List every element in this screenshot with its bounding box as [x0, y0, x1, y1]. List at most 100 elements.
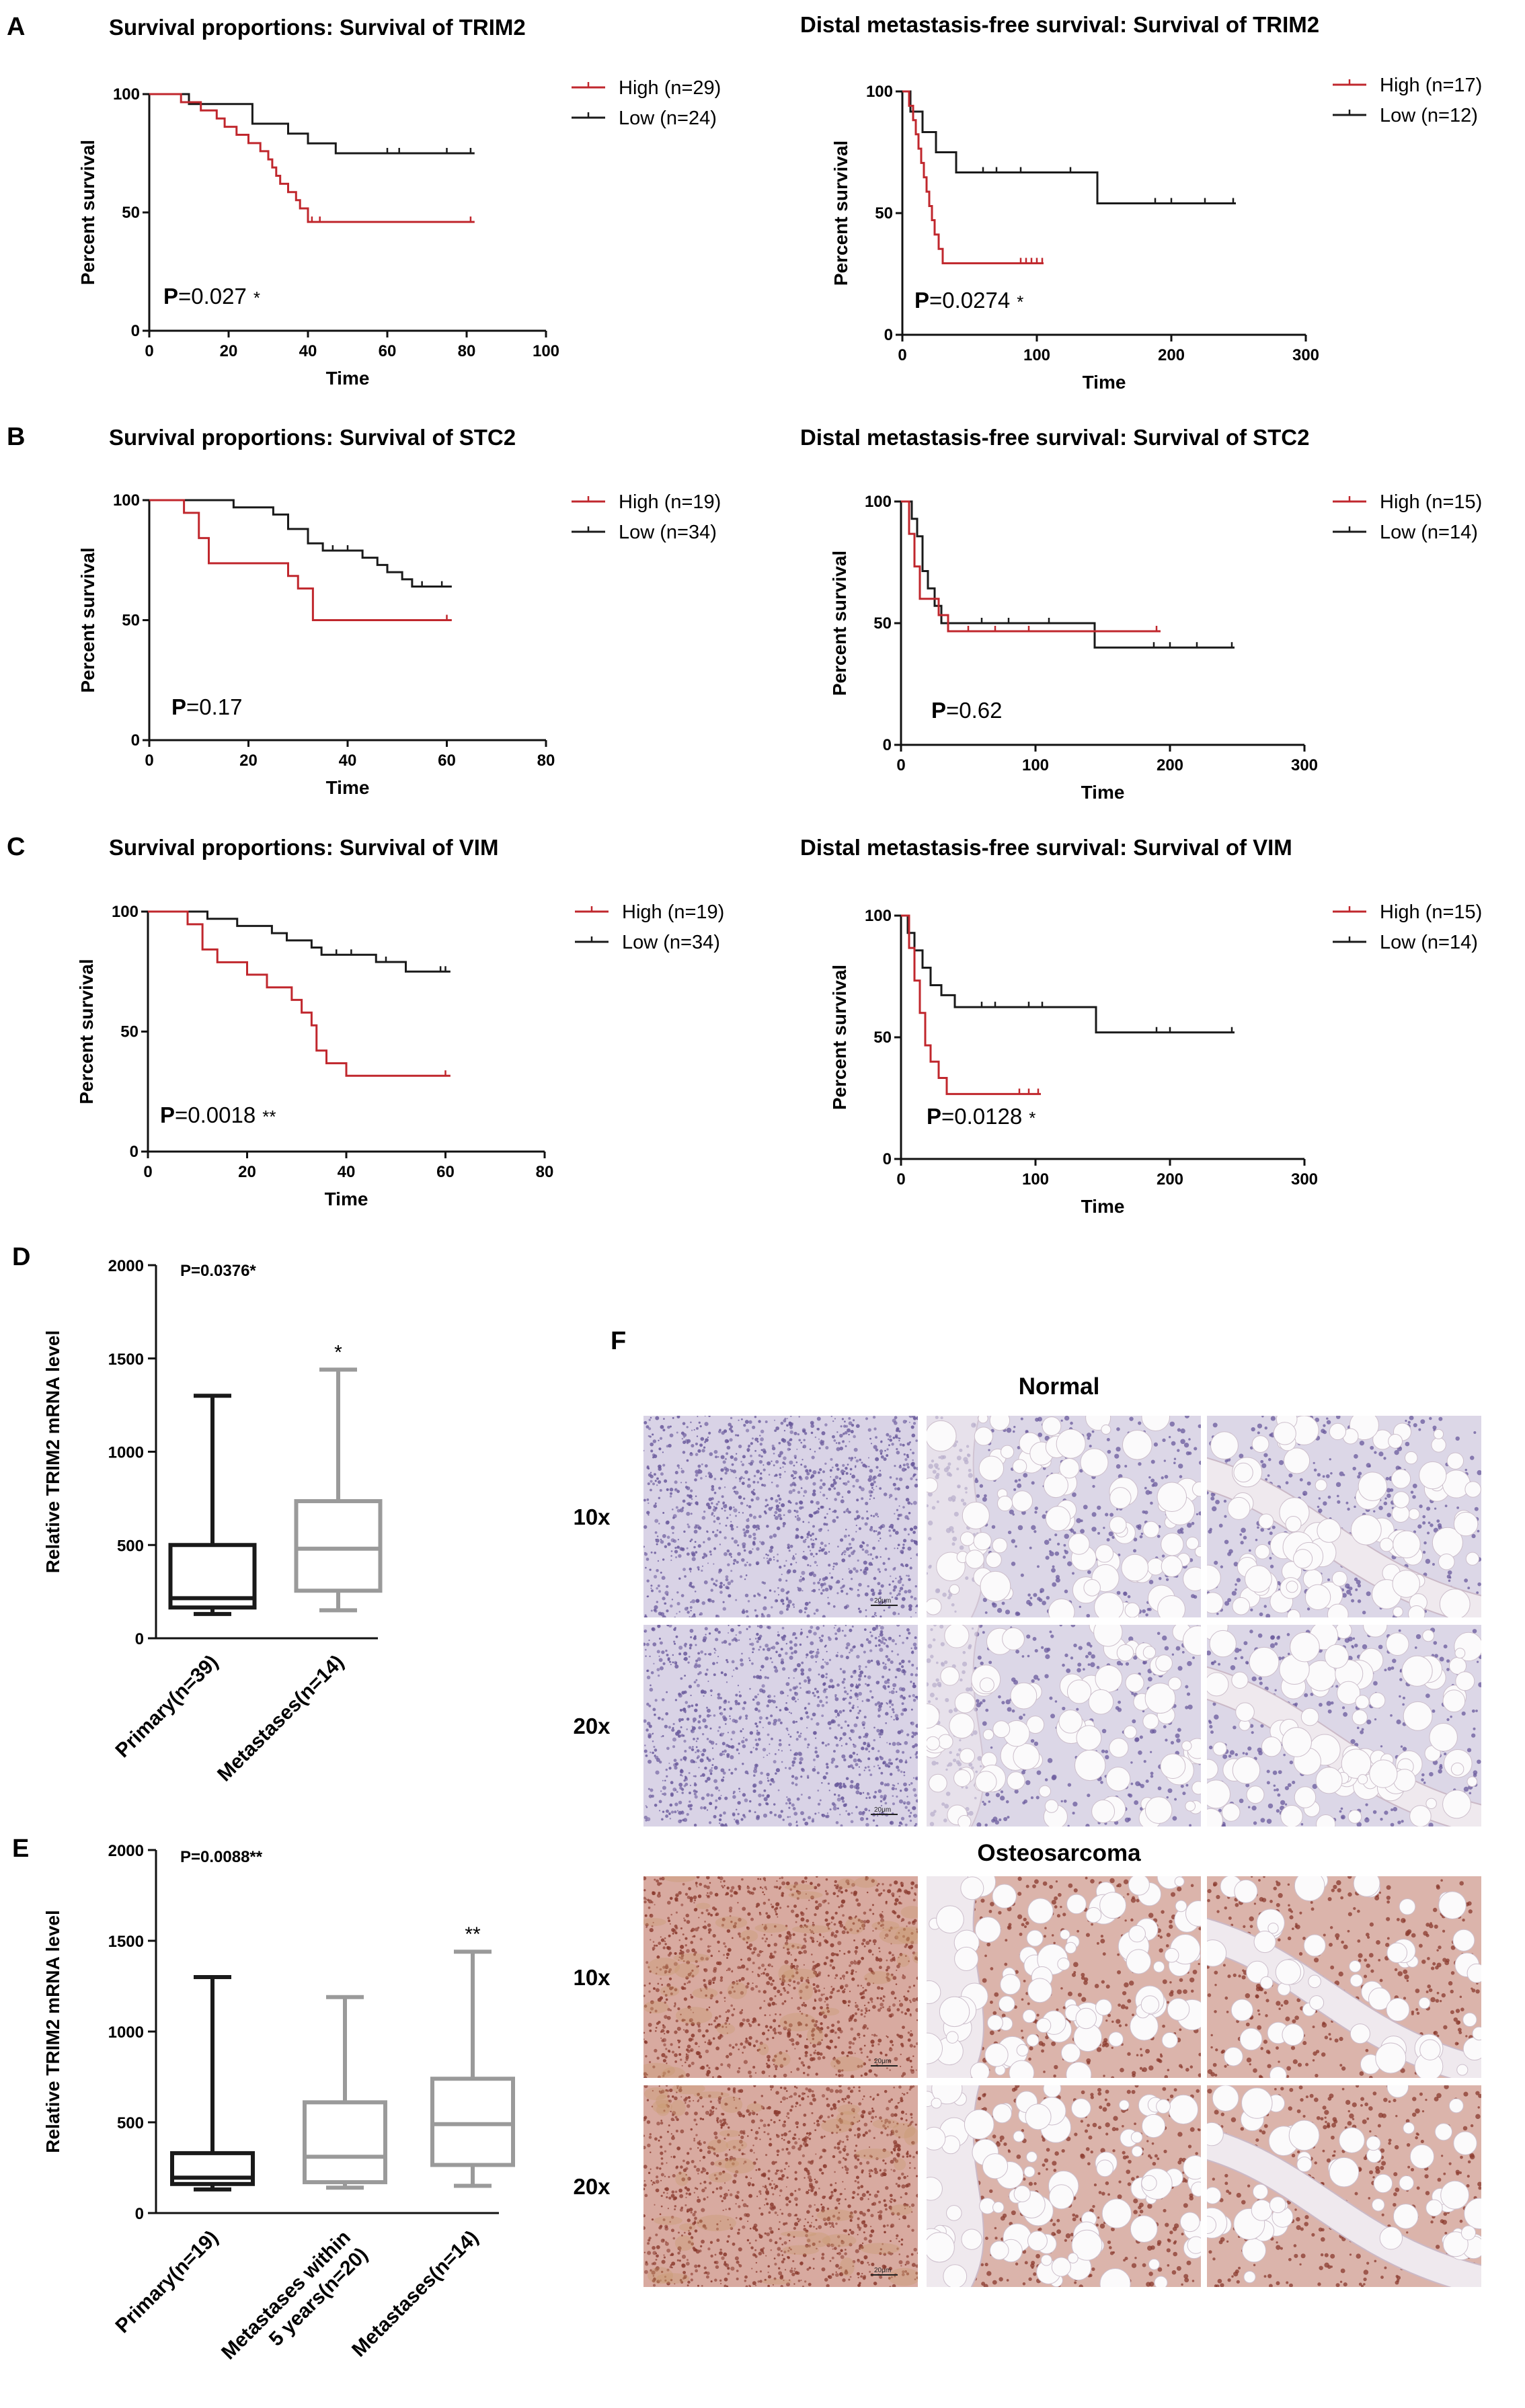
x-axis-title: Time — [1081, 1196, 1125, 1217]
p-value-prefix: P — [171, 694, 186, 719]
histology-group-title: Osteosarcoma — [977, 1840, 1141, 1866]
p-value-stars: * — [253, 288, 260, 308]
x-tick-label: 20 — [239, 752, 258, 770]
legend-label: High (n=19) — [619, 491, 721, 513]
p-value-stars: ** — [262, 1107, 276, 1127]
y-tick-label: 0 — [131, 322, 140, 340]
y-tick-label: 100 — [112, 903, 139, 921]
x-tick-label: 60 — [379, 342, 397, 360]
y-tick-label: 0 — [883, 1150, 892, 1168]
km-curve-high — [149, 93, 475, 223]
chart-title: Distal metastasis-free survival: Surviva… — [800, 12, 1319, 37]
panel-letter-a: A — [7, 13, 25, 41]
category-label-line: Primary(n=19) — [112, 2226, 223, 2337]
panel-letter-f: F — [611, 1327, 626, 1355]
p-value: P=0.17 — [171, 694, 243, 719]
histology-image — [1207, 1625, 1481, 1827]
legend-label: Low (n=14) — [1380, 932, 1478, 953]
km-chart-trim2-metastasis: Distal metastasis-free survival: Surviva… — [800, 12, 1482, 393]
legend-label: High (n=17) — [1380, 75, 1482, 96]
km-curve-low — [148, 910, 451, 973]
chart-title: Survival proportions: Survival of STC2 — [109, 425, 516, 450]
x-tick-label: 0 — [143, 1163, 152, 1181]
y-tick-label: 100 — [865, 907, 892, 925]
p-value-stars: * — [1029, 1108, 1035, 1128]
km-curve-high — [149, 499, 452, 621]
p-value-prefix: P — [931, 698, 946, 723]
p-value: P=0.027 * — [163, 284, 260, 309]
legend-label: High (n=29) — [619, 77, 721, 99]
p-value: P=0.0376* — [180, 1262, 256, 1280]
legend-label: Low (n=12) — [1380, 105, 1478, 126]
category-label: Metastases within5 years(n=20) — [217, 2226, 372, 2381]
x-tick-label: 0 — [896, 1170, 905, 1189]
x-tick-label: 100 — [1022, 1170, 1049, 1189]
x-tick-label: 100 — [533, 342, 559, 360]
p-value-prefix: P — [163, 284, 178, 309]
histology-image — [927, 1876, 1201, 2078]
legend-label: Low (n=14) — [1380, 522, 1478, 543]
x-axis-title: Time — [326, 368, 370, 389]
category-label-line: Metastases(n=14) — [213, 1651, 348, 1786]
x-tick-label: 200 — [1158, 346, 1185, 364]
km-chart-vim-metastasis: Distal metastasis-free survival: Surviva… — [800, 835, 1482, 1217]
category-label-line: Primary(n=39) — [112, 1651, 223, 1762]
x-tick-label: 100 — [1022, 756, 1049, 774]
legend-label: Low (n=34) — [619, 522, 717, 543]
legend-label: Low (n=34) — [622, 932, 720, 953]
y-tick-label: 1500 — [108, 1351, 144, 1369]
p-value-prefix: P — [160, 1102, 175, 1127]
magnification-label: 20x — [573, 2174, 611, 2199]
p-value-number: =0.0274 — [929, 288, 1010, 313]
p-value-stars: * — [1017, 292, 1023, 312]
histology-image: 20μm — [643, 1625, 918, 1827]
y-tick-label: 500 — [117, 1537, 144, 1555]
panel-letter-d: D — [12, 1243, 30, 1271]
magnification-label: 10x — [573, 1504, 611, 1529]
y-tick-label: 0 — [883, 736, 892, 754]
y-axis-title: Percent survival — [77, 140, 98, 285]
y-tick-label: 100 — [113, 491, 140, 510]
x-tick-label: 80 — [537, 752, 555, 770]
x-tick-label: 0 — [145, 752, 153, 770]
scale-bar-label: 20μm — [874, 1597, 891, 1605]
y-axis-title: Percent survival — [829, 551, 850, 696]
box-series — [170, 1975, 255, 2192]
km-chart-trim2-survival: Survival proportions: Survival of TRIM2 0… — [77, 15, 721, 389]
km-curve-low — [149, 499, 452, 588]
km-chart-stc2-survival: Survival proportions: Survival of STC2 0 5… — [77, 425, 721, 798]
histology-image — [1207, 1876, 1481, 2078]
y-axis-title: Percent survival — [77, 547, 98, 692]
p-value-number: =0.0018 — [175, 1102, 256, 1127]
chart-title: Distal metastasis-free survival: Surviva… — [800, 425, 1310, 450]
scale-bar-label: 20μm — [874, 2058, 891, 2065]
box-series — [303, 1995, 387, 2190]
boxplot-chart-e: 0 500 1000 1500 2000 Relative TRIM2 mRNA leve… — [42, 1842, 515, 2381]
chart-title: Survival proportions: Survival of VIM — [109, 835, 498, 860]
km-curve-high — [902, 90, 1044, 265]
scale-bar-label: 20μm — [874, 2267, 891, 2274]
magnification-label: 20x — [573, 1714, 611, 1738]
x-axis-title: Time — [1083, 372, 1126, 393]
p-value-prefix: P — [927, 1104, 941, 1129]
category-label: Primary(n=39) — [112, 1651, 223, 1762]
histology-image — [927, 1416, 1201, 1617]
km-curve-high — [901, 914, 1041, 1095]
category-label: Metastases(n=14) — [348, 2226, 483, 2362]
x-tick-label: 40 — [339, 752, 357, 770]
x-tick-label: 80 — [536, 1163, 554, 1181]
box-iqr — [430, 2077, 515, 2167]
x-tick-label: 40 — [299, 342, 317, 360]
x-tick-label: 0 — [145, 342, 153, 360]
significance-stars: * — [334, 1341, 342, 1363]
y-tick-label: 50 — [873, 614, 892, 633]
x-axis-title: Time — [1081, 782, 1125, 803]
km-curve-low — [901, 914, 1235, 1034]
y-axis-title: Relative TRIM2 mRNA level — [42, 1330, 63, 1574]
histology-image: 20μm — [643, 1876, 918, 2078]
x-tick-label: 100 — [1023, 346, 1050, 364]
x-tick-label: 200 — [1157, 1170, 1183, 1189]
x-tick-label: 300 — [1291, 756, 1318, 774]
box-series: * — [294, 1341, 383, 1613]
legend-label: Low (n=24) — [619, 108, 717, 129]
